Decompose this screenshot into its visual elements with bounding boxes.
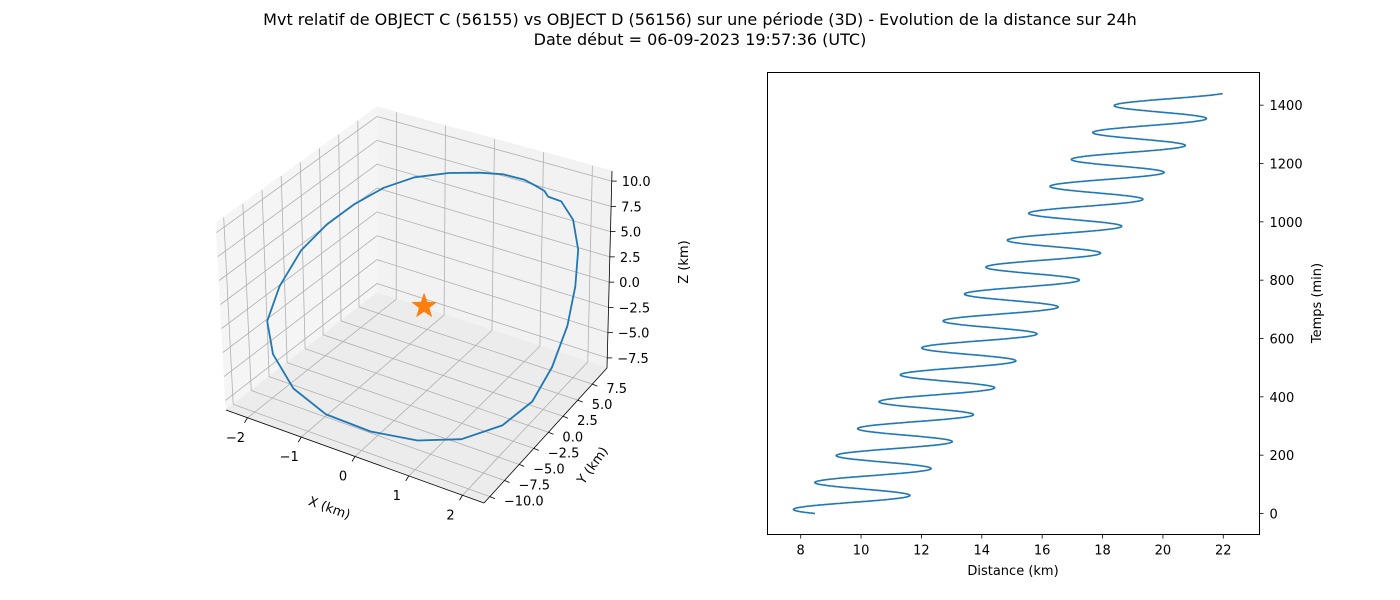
chart-3d-z-axis-line <box>606 170 613 369</box>
chart-3d-ytick-label: −10.0 <box>504 495 544 510</box>
chart-2d-frame <box>767 72 1260 535</box>
chart-3d-ytick-mark <box>518 464 525 467</box>
chart-3d-xtick-label: 1 <box>393 489 401 504</box>
chart-2d-distance-line <box>792 92 1223 515</box>
chart-3d-gridline-y <box>357 120 593 385</box>
chart-3d-ztick-label: 2.5 <box>620 251 641 266</box>
chart-3d-gridline-z <box>216 116 612 233</box>
chart-2d-ytick-label: 1400 <box>1270 99 1303 114</box>
chart-3d-xtick-mark <box>405 475 410 482</box>
chart-3d-gridline-x <box>247 112 398 419</box>
chart-3d-gridline-z <box>220 187 610 305</box>
chart-2d-xtick-label: 20 <box>1155 544 1172 559</box>
chart-3d-ytick-mark <box>533 447 539 451</box>
chart-2d-series <box>792 92 1223 515</box>
chart-3d-gridline-y <box>319 148 564 417</box>
chart-3d-xtick-mark <box>459 495 463 501</box>
chart-3d-ztick-label: 7.5 <box>621 200 642 215</box>
chart-2d-ytick-label: 800 <box>1270 274 1295 289</box>
chart-3d-axes: −2−1012−10.0−7.5−5.0−2.50.02.55.07.5−7.5… <box>225 170 651 523</box>
chart-3d-xtick-mark <box>351 456 356 462</box>
chart-2d-ytick-label: 600 <box>1270 333 1295 348</box>
chart-3d-gridline-z <box>223 259 609 377</box>
chart-3d-ztick-label: −2.5 <box>619 301 651 316</box>
figure-title-line-2: Date début = 06-09-2023 19:57:36 (UTC) <box>533 30 867 49</box>
chart-3d-gridline-z <box>218 163 611 281</box>
chart-3d-ytick-mark <box>592 383 598 387</box>
chart-3d-ztick-label: −7.5 <box>617 352 649 367</box>
chart-3d-gridline-y <box>242 203 505 481</box>
chart-3d-xtick-label: 0 <box>339 470 347 485</box>
chart-3d-ytick-label: 2.5 <box>577 414 598 429</box>
chart-3d-xtick-label: 2 <box>446 508 454 523</box>
chart-2d-ticks: 8 10 12 14 16 18 20 22 0 200 400 600 800 1000 1200 1400 <box>797 99 1303 558</box>
chart-3d-ytick-mark <box>548 431 554 435</box>
chart-2d-xtick-label: 14 <box>974 544 991 559</box>
chart-2d-ylabel: Temps (min) <box>1310 263 1325 344</box>
chart-3d-gridline-z <box>225 283 608 401</box>
chart-3d-gridlines <box>216 112 612 497</box>
chart-3d-ytick-mark <box>504 480 510 483</box>
chart-2d-ytick-label: 0 <box>1270 508 1278 523</box>
chart-3d-gridline-y <box>299 162 549 433</box>
chart-3d-xtick-label: −1 <box>280 450 299 465</box>
chart-3d-ytick-label: 5.0 <box>592 398 613 413</box>
chart-3d-ytick-label: −7.5 <box>519 479 551 494</box>
chart-2d-ytick-label: 1000 <box>1270 216 1303 231</box>
chart-3d-ytick-label: 0.0 <box>562 430 583 445</box>
chart-3d-ytick-mark <box>577 399 583 403</box>
chart-2d-xtick-label: 8 <box>797 544 805 559</box>
chart-2d-xtick-label: 12 <box>913 544 930 559</box>
chart-3d-ytick-label: 7.5 <box>606 382 627 397</box>
chart-3d-gridline-x <box>354 138 495 457</box>
chart-3d-trajectory-line <box>266 171 580 442</box>
chart-3d-gridline-x <box>462 165 593 496</box>
chart-3d-xtick-mark <box>297 436 302 443</box>
chart-3d-gridline-y <box>338 134 578 401</box>
chart-3d-origin-star-marker <box>411 292 438 318</box>
chart-2d-ytick-label: 400 <box>1270 391 1295 406</box>
chart-3d-ztick-label: 5.0 <box>620 226 641 241</box>
chart-3d-gridline-y <box>280 175 534 449</box>
chart-3d-ytick-mark <box>489 496 496 499</box>
chart-3d-ytick-label: −5.0 <box>533 462 565 477</box>
chart-3d-ztick-label: −5.0 <box>618 327 650 342</box>
chart-3d-ytick-label: −2.5 <box>548 446 580 461</box>
chart-2d-xtick-label: 10 <box>853 544 870 559</box>
chart-2d-xtick-label: 18 <box>1094 544 1111 559</box>
figure-title-line-1: Mvt relatif de OBJECT C (56155) vs OBJEC… <box>263 10 1137 29</box>
chart-3d-series <box>266 171 580 442</box>
chart-3d-gridline-x <box>408 152 544 477</box>
chart-3d-xtick-label: −2 <box>226 431 245 446</box>
chart-3d-gridline-z <box>222 235 609 353</box>
chart-2d-xtick-label: 16 <box>1034 544 1051 559</box>
chart-2d-ytick-label: 200 <box>1270 449 1295 464</box>
chart-3d-ytick-mark <box>562 415 569 419</box>
chart-3d-ztick-label: 0.0 <box>619 276 640 291</box>
chart-3d-gridline-y <box>261 189 520 465</box>
chart-3d-gridline-y <box>223 217 491 497</box>
chart-3d-zlabel: Z (km) <box>677 240 692 283</box>
chart-3d-xtick-mark <box>244 417 248 423</box>
chart-3d-gridline-x <box>301 125 446 438</box>
chart-2d-xlabel: Distance (km) <box>967 564 1058 579</box>
chart-3d-gridline-z <box>221 211 610 329</box>
chart-2d-xtick-label: 22 <box>1215 544 1232 559</box>
chart-2d-ytick-label: 1200 <box>1270 158 1303 173</box>
chart-3d-ztick-label: 10.0 <box>622 175 651 190</box>
